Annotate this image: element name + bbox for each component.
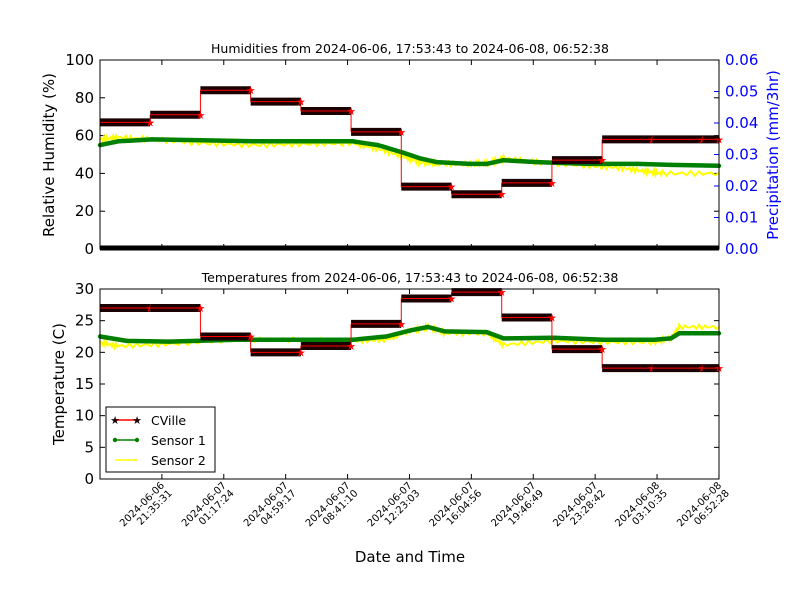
temperature-chart-title: Temperatures from 2024-06-06, 17:53:43 t… [201, 270, 619, 285]
legend-label: CVille [151, 413, 186, 428]
legend-star-marker: ★ [132, 414, 142, 427]
x-axis-label: Date and Time [355, 548, 465, 566]
y2-tick-label: 0.05 [725, 83, 758, 101]
y-tick-label: 15 [75, 375, 94, 393]
y-tick-label: 40 [75, 164, 94, 182]
sensor-1-point [551, 335, 556, 340]
sensor-1-point [400, 150, 406, 155]
sensor-1-point [425, 324, 431, 330]
cville-marker: ★ [597, 343, 607, 356]
sensor-1-point [668, 162, 674, 168]
legend: ★ ★ CVille Sensor 1 Sensor 2 [105, 406, 216, 473]
cville-marker: ★ [195, 302, 205, 315]
legend-dot-marker [112, 437, 118, 443]
cville-marker: ★ [396, 318, 406, 331]
sensor-1-point [484, 329, 489, 335]
cville-marker: ★ [346, 340, 356, 353]
sensor-1-point [434, 159, 439, 165]
cville-marker: ★ [396, 126, 406, 139]
humidity-panel: Humidities from 2024-06-06, 17:53:43 to … [40, 41, 782, 258]
sensor-1-point [350, 337, 356, 342]
legend-dot-marker [134, 437, 140, 443]
sensor-1-point [467, 161, 473, 167]
sensor-1-point [417, 156, 422, 161]
legend-label: Sensor 2 [151, 453, 206, 468]
sensor-1-point [199, 138, 205, 143]
sensor-1-point [651, 337, 657, 342]
y-tick-label: 60 [75, 127, 94, 145]
cville-marker: ★ [497, 188, 507, 201]
sensor-1-point [350, 139, 356, 144]
y-tick-label: 20 [75, 343, 94, 361]
humidity-chart-title: Humidities from 2024-06-06, 17:53:43 to … [211, 41, 609, 56]
cville-marker: ★ [547, 312, 557, 325]
sensor-1-point [250, 139, 255, 144]
precipitation-y-axis-label: Precipitation (mm/3hr) [764, 70, 782, 240]
legend-label: Sensor 1 [151, 433, 206, 448]
plot-frame [99, 288, 720, 480]
cville-marker: ★ [547, 177, 557, 190]
temperature-panel: Temperatures from 2024-06-06, 17:53:43 t… [50, 270, 724, 488]
cville-marker: ★ [447, 181, 457, 194]
sensor-1-point [635, 161, 640, 167]
cville-marker: ★ [296, 346, 306, 359]
y2-tick-label: 0.04 [725, 114, 758, 132]
sensor-1-point [534, 159, 540, 165]
plot-frame [99, 59, 720, 250]
y-tick-label: 10 [75, 407, 94, 425]
cville-marker: ★ [145, 116, 155, 129]
sensor-1-point [124, 338, 130, 344]
sensor-1-point [300, 139, 305, 144]
y-tick-label: 100 [65, 51, 94, 69]
sensor-1-point [668, 336, 674, 341]
y-tick-label: 30 [75, 280, 94, 298]
sensor-1-point [409, 327, 414, 333]
humidity-y-axis-label: Relative Humidity (%) [40, 73, 58, 237]
sensor-1-point [501, 336, 506, 341]
y-tick-label: 25 [75, 312, 94, 330]
cville-marker: ★ [246, 84, 256, 97]
y2-tick-label: 0.01 [725, 209, 758, 227]
sensor-1-point [484, 161, 489, 167]
sensor-1-point [677, 331, 682, 336]
sensor-1-point [384, 334, 389, 339]
y-tick-label: 5 [84, 438, 94, 456]
cville-marker: ★ [597, 154, 607, 167]
sensor-1-point [442, 329, 448, 334]
y-tick-label: 80 [75, 89, 94, 107]
sensor-1-point [601, 337, 607, 342]
temperature-y-axis-label: Temperature (C) [50, 323, 68, 446]
sensor-1-point [149, 137, 155, 142]
cville-marker: ★ [497, 286, 507, 299]
y2-tick-label: 0.02 [725, 177, 758, 195]
cville-marker: ★ [195, 109, 205, 122]
y-tick-label: 0 [84, 240, 94, 258]
sensor-1-point [166, 339, 171, 344]
y-tick-label: 0 [84, 470, 94, 488]
sensor-1-point [501, 157, 506, 163]
cville-marker: ★ [447, 293, 457, 306]
cville-marker: ★ [296, 96, 306, 109]
cville-marker: ★ [246, 331, 256, 344]
y-tick-label: 20 [75, 202, 94, 220]
y2-tick-label: 0.03 [725, 146, 758, 164]
y2-tick-label: 0.06 [725, 51, 758, 69]
humidity-plot-area: 0 20 40 60 80 100 0.00 0.01 0.02 0.03 0.04 0.05 0.06… [65, 51, 758, 258]
cville-marker: ★ [346, 105, 356, 118]
sensor-1-point [116, 139, 121, 144]
y2-tick-label: 0.00 [725, 240, 758, 258]
sensor-1-point [375, 142, 381, 148]
sensor-1-point [300, 337, 305, 342]
legend-star-marker: ★ [110, 414, 120, 427]
